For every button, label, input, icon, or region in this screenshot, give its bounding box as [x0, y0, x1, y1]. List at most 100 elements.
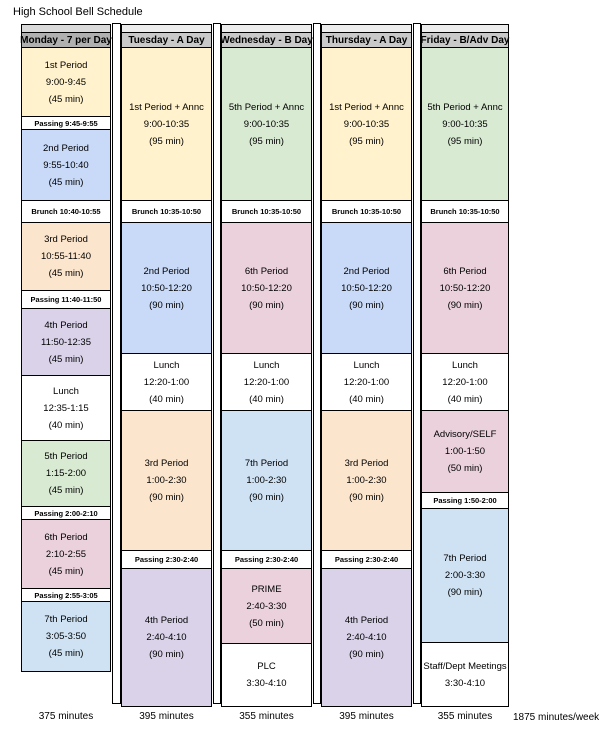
- passing-label: Passing 2:30-2:40: [334, 555, 399, 564]
- period-block: Staff/Dept Meetings 3:30-4:10: [421, 642, 509, 707]
- passing-block: Passing 2:30-2:40: [321, 550, 412, 569]
- period-time: 10:50-12:20: [141, 282, 192, 294]
- period-name: 1st Period: [44, 59, 88, 71]
- period-name: 6th Period: [44, 531, 88, 543]
- period-name: 2nd Period: [343, 265, 390, 277]
- period-name: 7th Period: [443, 553, 487, 564]
- period-time: 2:40-3:30: [246, 600, 287, 612]
- period-time: 9:00-9:45: [45, 76, 87, 88]
- period-duration: (45 min): [48, 565, 84, 577]
- period-duration: (95 min): [249, 135, 284, 147]
- period-name: 4th Period: [344, 615, 389, 626]
- day-column-wednesday: Wednesday - B Day 5th Period + Annc 9:00-1…: [220, 24, 313, 707]
- passing-block: Passing 2:55-3:05: [21, 588, 111, 602]
- period-time: 1:00-1:50: [444, 446, 486, 457]
- passing-label: Passing 2:30-2:40: [134, 555, 199, 564]
- period-name: Lunch: [153, 359, 180, 371]
- period-name: 6th Period: [443, 265, 487, 277]
- passing-label: Passing 9:45-9:55: [34, 118, 98, 128]
- period-duration: (45 min): [48, 176, 84, 188]
- period-block: 3rd Period 10:55-11:40 (45 min): [21, 222, 111, 291]
- period-time: 9:00-10:35: [243, 118, 290, 130]
- period-block: 2nd Period 10:50-12:20 (90 min): [121, 222, 212, 354]
- period-time: 9:55-10:40: [43, 159, 89, 171]
- period-duration: (45 min): [48, 268, 84, 279]
- period-block: PRIME 2:40-3:30 (50 min): [221, 568, 312, 644]
- period-name: Advisory/SELF: [433, 429, 497, 440]
- column-spacer: [112, 23, 121, 704]
- period-duration: (90 min): [149, 299, 184, 311]
- passing-block: Passing 11:40-11:50: [21, 290, 111, 309]
- period-time: 2:10-2:55: [45, 548, 87, 560]
- period-block: 7th Period 1:00-2:30 (90 min): [221, 410, 312, 551]
- period-block: 7th Period 3:05-3:50 (45 min): [21, 601, 111, 672]
- period-duration: (90 min): [447, 299, 483, 311]
- period-block: 5th Period + Annc 9:00-10:35 (95 min): [421, 47, 509, 201]
- passing-label: Brunch 10:35-10:50: [331, 207, 402, 216]
- passing-block: Passing 2:30-2:40: [221, 550, 312, 569]
- period-duration: (40 min): [48, 419, 84, 431]
- period-time: 1:15-2:00: [45, 468, 87, 479]
- day-column-monday: Monday - 7 per Day 1st Period 9:00-9:45 (45…: [20, 24, 112, 672]
- period-duration: (45 min): [48, 648, 84, 659]
- period-time: 9:00-10:35: [442, 118, 488, 130]
- period-time: 9:00-10:35: [143, 118, 190, 130]
- period-duration: (40 min): [447, 393, 483, 405]
- passing-label: Brunch 10:35-10:50: [131, 207, 202, 216]
- period-duration: (90 min): [349, 649, 384, 660]
- period-block: 2nd Period 10:50-12:20 (90 min): [321, 222, 412, 354]
- period-time: 12:20-1:00: [343, 376, 390, 388]
- period-name: 5th Period: [44, 451, 88, 462]
- column-total-friday: 355 minutes: [437, 711, 493, 722]
- period-name: Lunch: [353, 359, 380, 371]
- period-time: 1:00-2:30: [146, 475, 187, 486]
- period-duration: (40 min): [349, 393, 384, 405]
- period-block: 1st Period 9:00-9:45 (45 min): [21, 47, 111, 117]
- passing-block: Brunch 10:35-10:50: [321, 200, 412, 223]
- period-duration: (90 min): [349, 299, 384, 311]
- period-time: 2:40-4:10: [346, 632, 387, 643]
- passing-block: Brunch 10:35-10:50: [121, 200, 212, 223]
- period-block: Lunch 12:20-1:00 (40 min): [221, 353, 312, 411]
- period-block: 7th Period 2:00-3:30 (90 min): [421, 508, 509, 643]
- weekly-total-label: 1875 minutes/week: [513, 712, 600, 723]
- period-duration: (50 min): [249, 617, 284, 629]
- column-total-thursday: 395 minutes: [339, 711, 394, 722]
- period-duration: (90 min): [149, 492, 184, 503]
- period-block: 2nd Period 9:55-10:40 (45 min): [21, 129, 111, 201]
- passing-label: Passing 2:00-2:10: [34, 508, 98, 518]
- passing-label: Brunch 10:35-10:50: [430, 207, 500, 216]
- passing-block: Brunch 10:40-10:55: [21, 200, 111, 223]
- period-time: 10:50-12:20: [439, 282, 491, 294]
- column-spacer: [313, 23, 321, 704]
- period-name: Lunch: [253, 359, 280, 371]
- period-time: 1:00-2:30: [246, 475, 287, 486]
- passing-label: Brunch 10:40-10:55: [31, 207, 101, 216]
- period-name: 4th Period: [44, 319, 88, 331]
- passing-label: Brunch 10:35-10:50: [231, 207, 302, 216]
- passing-label: Passing 1:50-2:00: [433, 496, 497, 505]
- period-duration: (95 min): [447, 135, 483, 147]
- period-time: 3:05-3:50: [45, 631, 87, 642]
- period-name: 3rd Period: [44, 234, 88, 245]
- passing-block: Brunch 10:35-10:50: [221, 200, 312, 223]
- column-spacer: [213, 23, 221, 704]
- day-header-monday: Monday - 7 per Day: [20, 32, 112, 48]
- column-total-monday: 375 minutes: [38, 711, 94, 722]
- passing-label: Passing 11:40-11:50: [30, 295, 102, 304]
- period-time: 10:50-12:20: [341, 282, 392, 294]
- day-column-thursday: Thursday - A Day 1st Period + Annc 9:00-10…: [321, 24, 412, 707]
- period-block: PLC 3:30-4:10: [221, 643, 312, 707]
- day-column-tuesday: Tuesday - A Day 1st Period + Annc 9:00-10:…: [121, 24, 212, 707]
- period-name: Staff/Dept Meetings: [423, 660, 507, 672]
- day-header-wednesday: Wednesday - B Day: [220, 32, 313, 48]
- period-block: Lunch 12:20-1:00 (40 min): [321, 353, 412, 411]
- period-duration: (90 min): [149, 649, 184, 660]
- period-block: Lunch 12:35-1:15 (40 min): [21, 375, 111, 441]
- period-name: 3rd Period: [344, 458, 389, 469]
- period-block: 5th Period 1:15-2:00 (45 min): [21, 440, 111, 507]
- period-block: 5th Period + Annc 9:00-10:35 (95 min): [221, 47, 312, 201]
- period-duration: (40 min): [149, 393, 184, 405]
- period-block: 1st Period + Annc 9:00-10:35 (95 min): [121, 47, 212, 201]
- period-time: 11:50-12:35: [40, 336, 91, 348]
